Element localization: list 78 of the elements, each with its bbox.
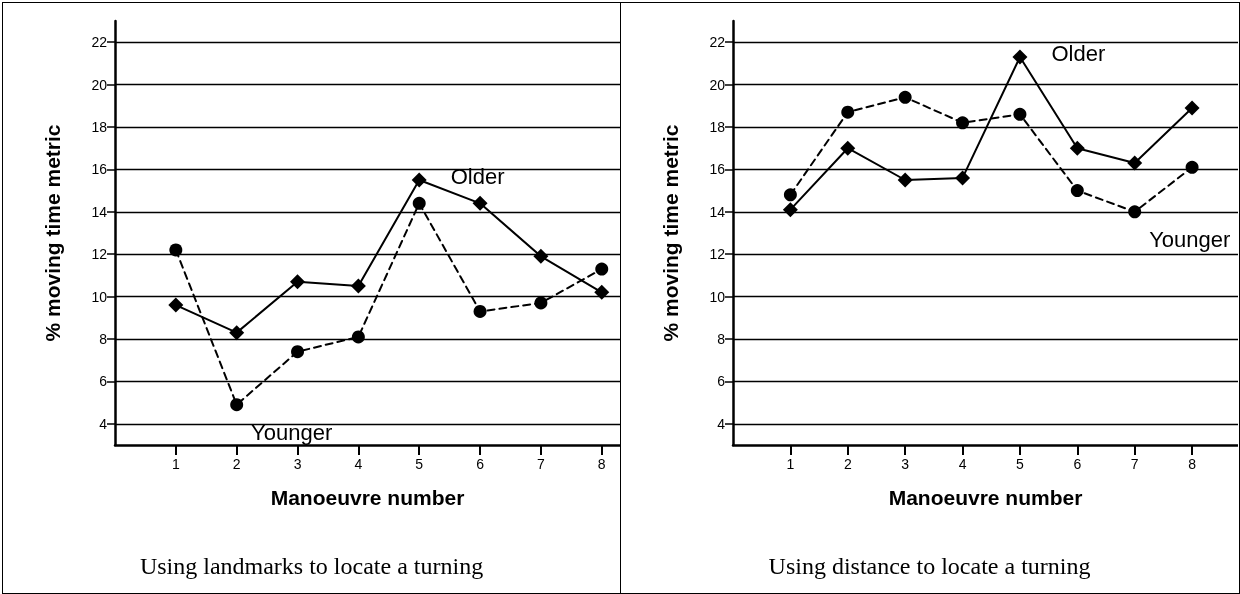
y-tick-label: 20 bbox=[91, 76, 108, 93]
x-tick-label: 1 bbox=[171, 456, 180, 472]
point bbox=[1185, 160, 1199, 174]
y-tick-label: 22 bbox=[709, 34, 726, 51]
y-tick-label: 10 bbox=[709, 288, 726, 305]
x-tick-label: 5 bbox=[1016, 456, 1025, 472]
y-tick-label: 20 bbox=[709, 76, 726, 93]
y-tick-label: 14 bbox=[91, 203, 108, 220]
point bbox=[594, 284, 610, 300]
y-axis-title: % moving time metric bbox=[659, 124, 682, 342]
x-tick-label: 7 bbox=[537, 456, 546, 472]
point bbox=[956, 116, 970, 130]
y-tick-label: 4 bbox=[99, 415, 108, 432]
x-tick-label: 2 bbox=[232, 456, 241, 472]
x-tick-label: 2 bbox=[843, 456, 852, 472]
point bbox=[411, 172, 427, 188]
y-tick-label: 12 bbox=[91, 246, 108, 263]
point bbox=[1070, 184, 1084, 198]
y-tick-label: 8 bbox=[717, 331, 726, 347]
point bbox=[229, 325, 245, 341]
point bbox=[351, 330, 365, 344]
series-label: Older bbox=[450, 163, 505, 189]
y-tick-label: 14 bbox=[709, 203, 726, 220]
point bbox=[412, 196, 426, 210]
y-tick-label: 18 bbox=[91, 119, 108, 135]
y-tick-label: 10 bbox=[91, 288, 108, 305]
y-tick-label: 16 bbox=[709, 161, 726, 178]
x-tick-label: 5 bbox=[415, 456, 424, 472]
point bbox=[1127, 155, 1143, 171]
point bbox=[1184, 100, 1200, 116]
y-axis-title: % moving time metric bbox=[41, 124, 64, 342]
series-label: Older bbox=[1051, 40, 1106, 66]
point bbox=[1128, 205, 1142, 219]
point bbox=[783, 188, 797, 202]
x-tick-label: 8 bbox=[1188, 456, 1197, 472]
y-tick-label: 16 bbox=[91, 161, 108, 178]
text: Using landmarks to locate a turning bbox=[139, 553, 484, 579]
point bbox=[782, 202, 798, 218]
point bbox=[1012, 49, 1028, 65]
point bbox=[291, 345, 305, 359]
x-tick-label: 4 bbox=[958, 456, 967, 472]
point bbox=[595, 262, 609, 276]
point bbox=[350, 278, 366, 294]
x-tick-label: 3 bbox=[293, 456, 302, 472]
point bbox=[1069, 140, 1085, 156]
y-tick-label: 6 bbox=[99, 373, 108, 390]
point bbox=[290, 274, 306, 290]
x-tick-label: 6 bbox=[1073, 456, 1082, 472]
point bbox=[1013, 107, 1027, 121]
point bbox=[169, 243, 183, 257]
point bbox=[955, 170, 971, 186]
point bbox=[897, 172, 913, 188]
point bbox=[840, 140, 856, 156]
y-tick-label: 18 bbox=[709, 119, 726, 135]
point bbox=[168, 297, 184, 313]
y-tick-label: 4 bbox=[717, 415, 726, 432]
text: Using distance to locate a turning bbox=[768, 553, 1091, 579]
series-label: Younger bbox=[251, 419, 333, 445]
point bbox=[534, 296, 548, 310]
x-axis-title: Manoeuvre number bbox=[888, 486, 1083, 509]
x-tick-label: 6 bbox=[476, 456, 485, 472]
x-tick-label: 8 bbox=[597, 456, 606, 472]
point bbox=[230, 398, 244, 412]
x-axis-title: Manoeuvre number bbox=[270, 486, 465, 509]
x-tick-label: 4 bbox=[354, 456, 363, 472]
x-tick-label: 3 bbox=[901, 456, 910, 472]
point bbox=[841, 105, 855, 119]
y-tick-label: 8 bbox=[99, 331, 108, 347]
point bbox=[533, 248, 549, 264]
point bbox=[898, 90, 912, 104]
point bbox=[473, 304, 487, 318]
y-tick-label: 6 bbox=[717, 373, 726, 390]
series-label: Younger bbox=[1149, 226, 1231, 252]
y-tick-label: 12 bbox=[709, 246, 726, 263]
x-tick-label: 7 bbox=[1130, 456, 1139, 472]
x-tick-label: 1 bbox=[786, 456, 795, 472]
point bbox=[472, 195, 488, 211]
y-tick-label: 22 bbox=[91, 34, 108, 51]
